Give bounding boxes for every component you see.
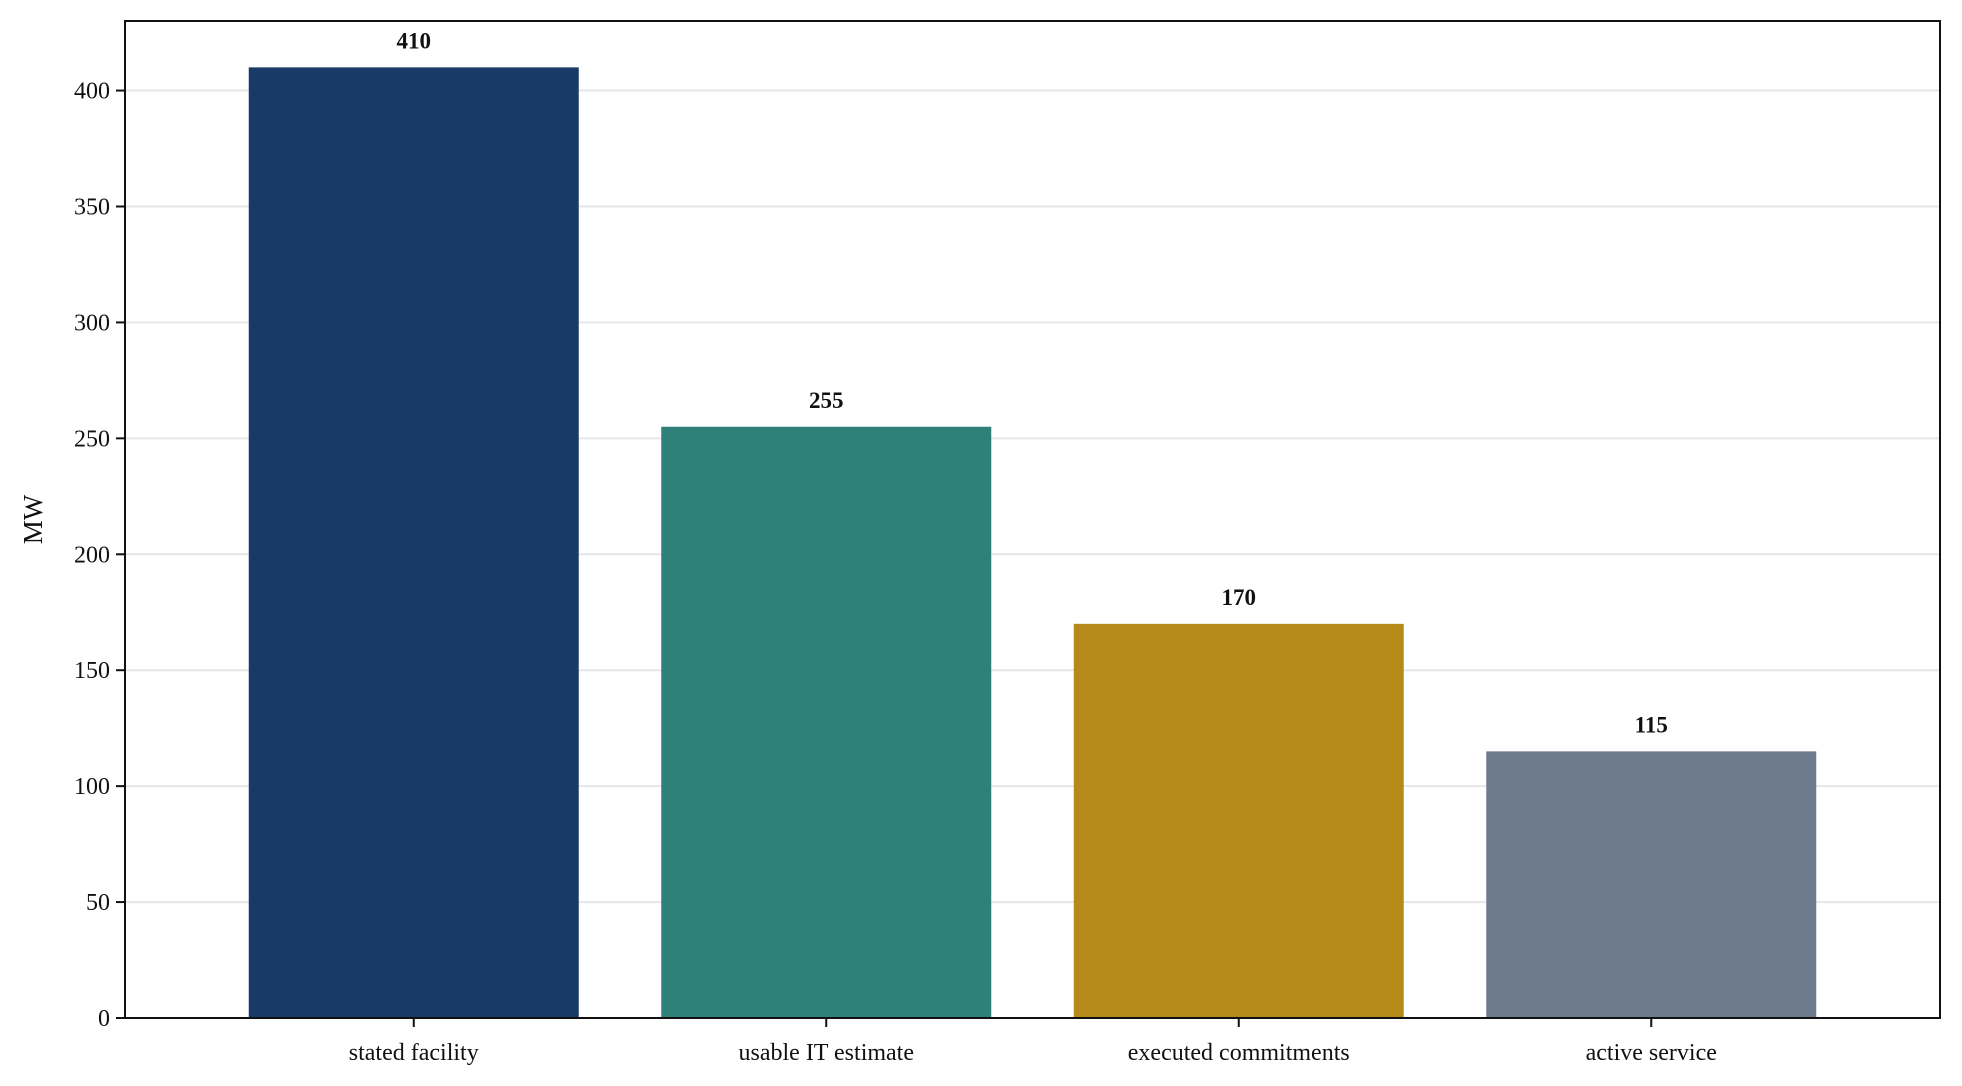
bar-value-label: 410 — [397, 28, 432, 53]
bar-value-label: 255 — [809, 388, 844, 413]
y-tick-label: 150 — [74, 658, 110, 684]
y-tick-label: 100 — [74, 774, 110, 800]
y-axis-ticks: 0 50 100 150 200 250 300 350 400 — [74, 79, 125, 1032]
y-tick-label: 200 — [74, 542, 110, 568]
y-axis-label: MW — [18, 494, 48, 544]
y-tick-label: 250 — [74, 426, 110, 452]
bar-value-label: 170 — [1222, 585, 1257, 610]
plot-frame — [124, 20, 1941, 1019]
y-tick-label: 0 — [98, 1006, 110, 1032]
data-labels: 410 255 170 115 — [397, 28, 1668, 737]
bar-value-label: 115 — [1635, 712, 1668, 737]
x-tick-label: active service — [1586, 1040, 1717, 1066]
y-tick-label: 400 — [74, 79, 110, 105]
x-tick-label: usable IT estimate — [739, 1040, 915, 1066]
x-axis-ticks: stated facility usable IT estimate execute… — [349, 1018, 1717, 1066]
bar — [1073, 623, 1404, 1018]
bars — [248, 67, 1817, 1019]
bar — [661, 426, 992, 1018]
y-tick-label: 300 — [74, 310, 110, 336]
bar — [1486, 751, 1817, 1018]
x-tick-label: stated facility — [349, 1040, 479, 1066]
y-tick-label: 350 — [74, 194, 110, 220]
bar — [248, 67, 579, 1019]
y-tick-label: 50 — [86, 890, 110, 916]
x-tick-label: executed commitments — [1128, 1040, 1350, 1066]
